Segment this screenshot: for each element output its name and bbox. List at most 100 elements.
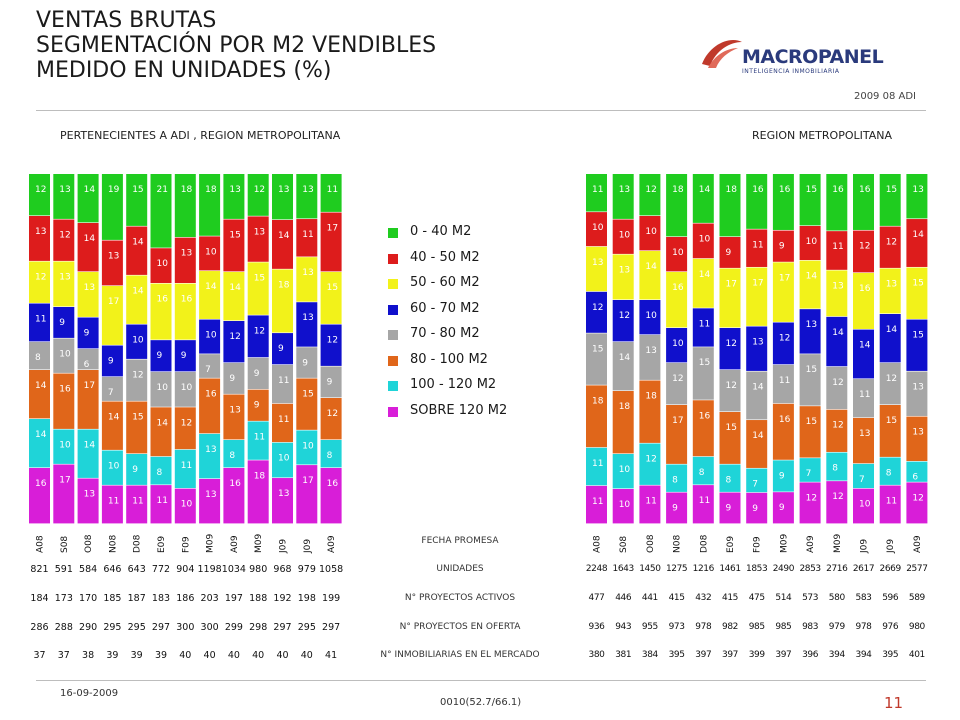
left-chart-title: PERTENECIENTES A ADI , REGION METROPOLIT…: [60, 129, 341, 142]
bar-segment-0-40: [101, 174, 123, 240]
bar-value-label: 11: [35, 315, 46, 325]
bar-segment-50-60: [296, 257, 318, 302]
bar-value-label: 6: [84, 360, 90, 370]
bar-value-label: 14: [278, 231, 290, 241]
bar-segment-50-60: [639, 251, 661, 300]
table-cell-oferta: 985: [775, 622, 792, 632]
bar-value-label: 10: [699, 234, 711, 244]
bar-value-label: 16: [779, 415, 791, 425]
bar-value-label: 12: [859, 242, 870, 252]
bar-segment-70-80: [639, 335, 661, 380]
bar-segment-60-70: [174, 340, 196, 372]
bar-segment-60-70: [746, 326, 768, 371]
bar-value-label: 9: [254, 401, 260, 411]
table-cell-activos: 475: [748, 593, 765, 603]
category-label: M09: [254, 534, 264, 553]
bar-value-label: 12: [912, 493, 923, 503]
bar-segment-0-40: [199, 174, 221, 236]
table-cell-unidades: 584: [79, 564, 98, 575]
legend-swatch-80-100: [388, 355, 398, 366]
bar-segment-60-70: [150, 340, 172, 372]
bar-segment-60-70: [612, 300, 634, 342]
bar-segment-70-80: [150, 371, 172, 407]
category-label: D08: [133, 534, 143, 553]
bar-value-label: 15: [912, 279, 923, 289]
legend-swatch-40-50: [388, 253, 398, 264]
bar-segment-40-50: [692, 223, 714, 259]
bar-value-label: 10: [181, 500, 193, 510]
table-cell-unidades: 2490: [772, 564, 795, 574]
bar-value-label: 16: [35, 479, 47, 489]
title-line-3: MEDIDO EN UNIDADES (%): [36, 58, 332, 83]
legend-label: 100 - 120 M2: [410, 377, 497, 392]
footer-code: 0010(52.7/66.1): [440, 697, 522, 708]
bar-segment-60-70: [320, 324, 342, 366]
bar-value-label: 9: [254, 369, 260, 379]
table-cell-inmobiliarias: 395: [668, 650, 685, 660]
bar-value-label: 10: [806, 237, 818, 247]
bar-segment-0-40: [719, 174, 741, 237]
bar-value-label: 11: [181, 461, 192, 471]
bar-value-label: 12: [327, 409, 338, 419]
category-label: J09: [860, 539, 870, 554]
bar-segment-80-100: [77, 370, 99, 429]
table-cell-unidades: 2716: [826, 564, 848, 574]
bar-value-label: 13: [229, 185, 240, 195]
bar-value-label: 9: [726, 504, 732, 514]
bar-value-label: 16: [752, 185, 764, 195]
bar-value-label: 12: [254, 185, 265, 195]
category-label: M09: [206, 534, 216, 553]
bar-segment-80-100: [879, 405, 901, 457]
table-cell-unidades: 1275: [665, 564, 688, 574]
bar-value-label: 9: [672, 504, 678, 514]
bar-segment-100-120: [772, 460, 794, 492]
bar-segment-100-120: [692, 456, 714, 485]
bar-value-label: 15: [726, 423, 737, 433]
bar-value-label: 13: [59, 273, 70, 283]
slide-title: VENTAS BRUTAS SEGMENTACIÓN POR M2 VENDIB…: [36, 8, 436, 83]
bar-segment-40-50: [247, 216, 269, 262]
table-cell-inmobiliarias: 40: [227, 650, 240, 661]
bar-value-label: 11: [886, 497, 897, 507]
row-label-inmobiliarias: N° INMOBILIARIAS EN EL MERCADO: [380, 650, 540, 660]
category-label: O08: [646, 534, 656, 553]
category-label: E09: [157, 536, 167, 553]
table-cell-oferta: 955: [641, 622, 658, 632]
bar-value-label: 13: [59, 185, 70, 195]
table-cell-unidades: 1853: [746, 564, 768, 574]
bar-value-label: 14: [832, 328, 844, 338]
bar-value-label: 17: [779, 273, 790, 283]
bar-segment-sobre-120: [223, 468, 245, 524]
bar-segment-100-120: [639, 443, 661, 485]
bar-value-label: 13: [806, 320, 817, 330]
bar-value-label: 10: [619, 465, 631, 475]
table-cell-oferta: 973: [668, 622, 685, 632]
bar-value-label: 13: [592, 258, 603, 268]
bar-segment-100-120: [906, 461, 928, 482]
bar-value-label: 17: [59, 476, 70, 486]
bar-value-label: 9: [327, 378, 333, 388]
bar-segment-100-120: [719, 464, 741, 492]
bar-segment-50-60: [29, 261, 50, 303]
bar-value-label: 10: [619, 231, 631, 241]
bar-value-label: 11: [302, 230, 313, 240]
bar-value-label: 15: [912, 331, 923, 341]
bar-value-label: 15: [806, 365, 817, 375]
bar-value-label: 12: [832, 378, 843, 388]
bar-value-label: 18: [254, 471, 266, 481]
bar-segment-60-70: [639, 300, 661, 335]
bar-segment-50-60: [799, 260, 821, 309]
bar-segment-0-40: [586, 174, 607, 212]
table-cell-oferta: 976: [882, 622, 899, 632]
bar-value-label: 15: [132, 413, 143, 423]
bar-value-label: 13: [181, 249, 192, 259]
bar-value-label: 11: [592, 185, 603, 195]
bar-segment-70-80: [826, 366, 848, 410]
bar-segment-40-50: [719, 237, 741, 268]
bar-segment-40-50: [199, 236, 221, 271]
bar-segment-60-70: [29, 303, 50, 342]
bar-value-label: 12: [726, 339, 737, 349]
bar-value-label: 11: [278, 415, 289, 425]
bar-value-label: 10: [205, 331, 217, 341]
table-cell-oferta: 978: [855, 622, 872, 632]
